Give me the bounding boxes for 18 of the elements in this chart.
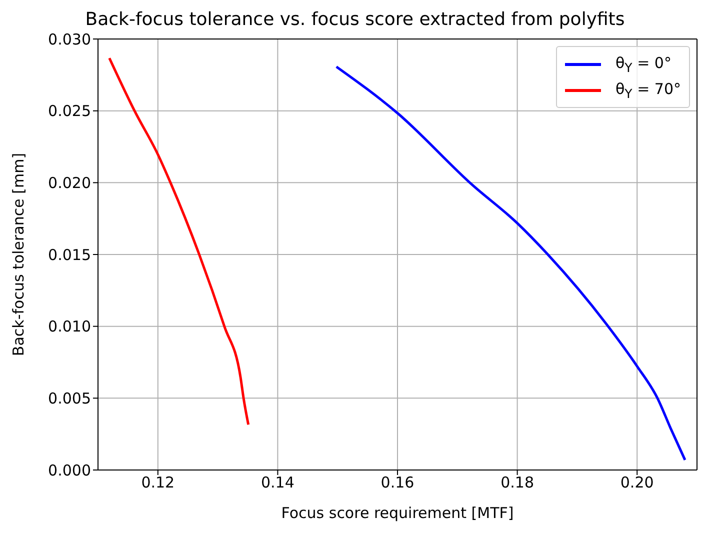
chart-title: Back-focus tolerance vs. focus score extracted from polyfits bbox=[84, 8, 626, 32]
x-tick-label: 0.12 bbox=[141, 474, 175, 492]
y-tick-label: 0.010 bbox=[48, 318, 91, 336]
y-tick-label: 0.000 bbox=[48, 461, 91, 480]
y-tick-label: 0.025 bbox=[48, 102, 91, 120]
x-tick-label: 0.18 bbox=[500, 474, 534, 492]
y-tick-label: 0.030 bbox=[48, 30, 91, 48]
y-tick-label: 0.005 bbox=[48, 389, 91, 408]
x-axis-title: Focus score requirement [MTF] bbox=[281, 504, 514, 522]
y-tick-label: 0.015 bbox=[48, 246, 91, 264]
y-axis-title: Back-focus tolerance [mm] bbox=[9, 152, 28, 356]
y-tick-label: 0.020 bbox=[48, 174, 91, 192]
line-series bbox=[108, 56, 250, 426]
x-tick-label: 0.20 bbox=[620, 474, 654, 492]
x-tick-label: 0.14 bbox=[260, 474, 294, 492]
legend-label: θ$_{Y}$ = 0° bbox=[615, 54, 672, 74]
legend-label: θ$_{Y}$ = 70° bbox=[615, 80, 681, 100]
x-tick-label: 0.16 bbox=[380, 474, 414, 492]
